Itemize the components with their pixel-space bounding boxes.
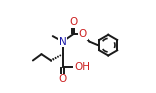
Text: O: O [79, 29, 87, 39]
Text: O: O [69, 17, 77, 27]
Text: O: O [58, 74, 67, 84]
Text: OH: OH [74, 62, 90, 72]
Text: N: N [59, 37, 67, 46]
